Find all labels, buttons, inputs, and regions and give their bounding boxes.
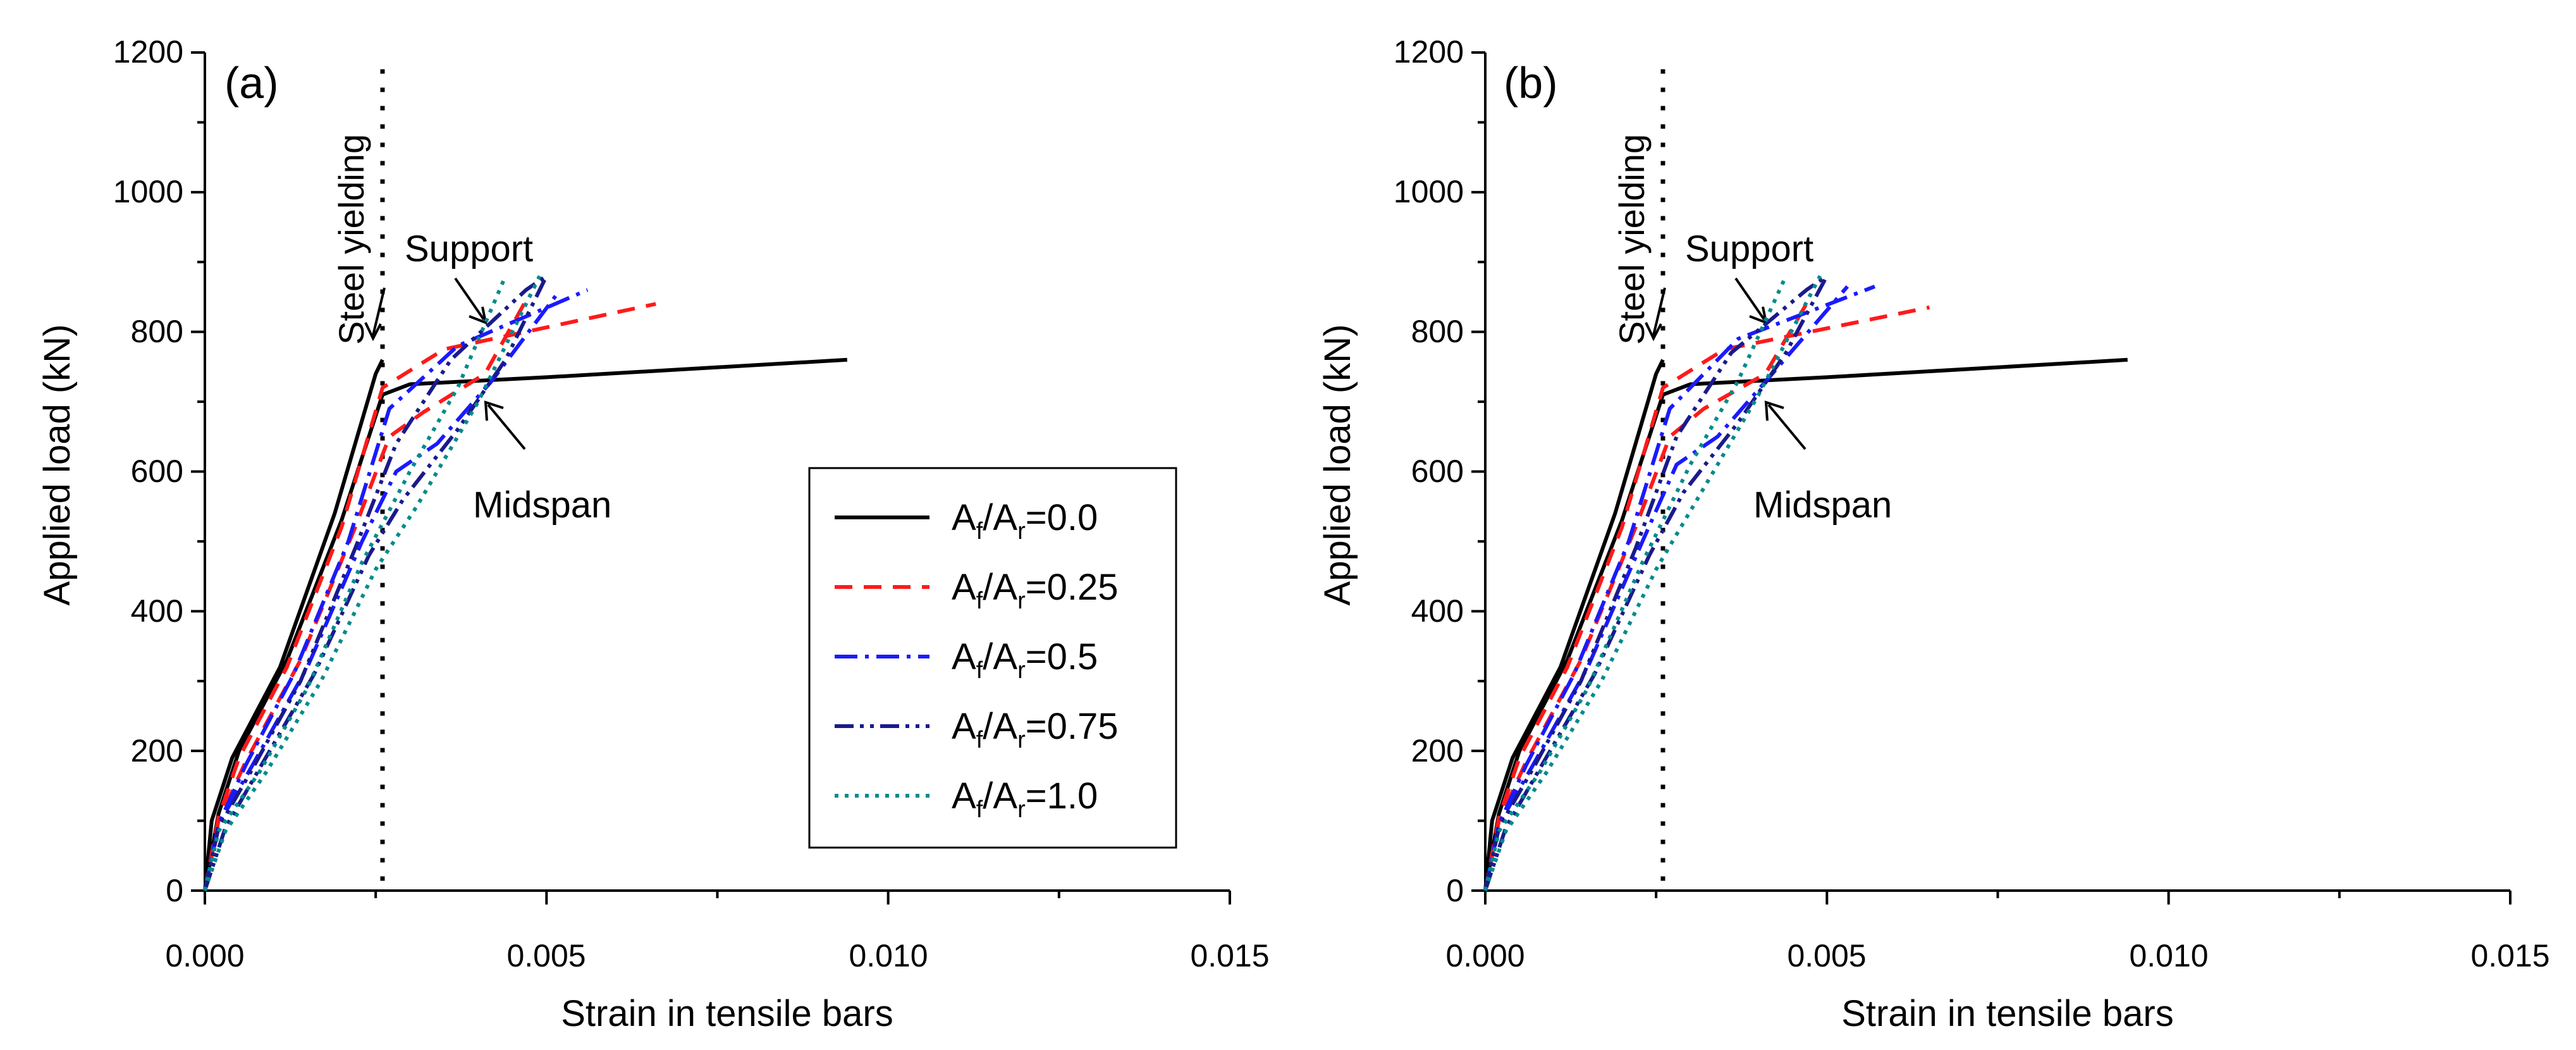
panel-label: (b): [1504, 58, 1558, 108]
legend-entry-4: Af/Ar=1.0: [952, 775, 1098, 823]
y-tick-label: 1000: [1394, 174, 1464, 209]
annotation-arrows: [1645, 277, 1806, 450]
series-4-support-line: [1483, 275, 1788, 891]
x-tick-label: 0.005: [506, 938, 586, 973]
y-tick-label: 1200: [1394, 34, 1464, 70]
x-tick-label: 0.010: [2129, 938, 2208, 973]
panel-b: (b) Strain in tensile bars Applied load …: [1317, 34, 2550, 1034]
legend-entry-3: Af/Ar=0.75: [952, 706, 1118, 753]
x-axis-label: Strain in tensile bars: [1841, 993, 2173, 1034]
midspan-arrowhead: [1764, 400, 1784, 421]
y-tick-label: 0: [1446, 873, 1464, 908]
series-2-midspan-line: [203, 288, 562, 891]
support-label: Support: [405, 228, 533, 269]
legend: Af/Ar=0.0 Af/Ar=0.25 Af/Ar=0.5 Af/Ar=0.7…: [808, 467, 1177, 849]
series-0-midspan-line: [203, 357, 847, 891]
support-arrow: [454, 277, 485, 321]
series-1-support-line: [1483, 306, 1930, 891]
series-0-support-line: [1483, 359, 1665, 891]
plot-area-b: [1471, 51, 2512, 905]
plot-area-a: [191, 51, 1231, 905]
midspan-arrowhead: [484, 400, 504, 421]
series-3-support-line: [1483, 274, 1828, 891]
series-1-support-line: [203, 302, 656, 891]
series-4-midspan-line: [1483, 275, 1822, 891]
support-arrow: [1734, 277, 1765, 321]
y-tick-label: 200: [131, 733, 183, 769]
midspan-arrow: [1767, 404, 1806, 450]
x-tick-label: 0.010: [849, 938, 928, 973]
support-arrowhead: [469, 306, 488, 325]
yield-arrowhead: [1645, 322, 1662, 342]
y-tick-label: 800: [131, 314, 183, 349]
panel-a: (a) Strain in tensile bars Applied load …: [37, 34, 1270, 1034]
series-3-midspan-line: [1483, 275, 1829, 891]
y-tick-label: 200: [1411, 733, 1464, 769]
series-4-support-line: [203, 275, 508, 891]
steel-yielding-label: Steel yielding: [1612, 134, 1652, 345]
legend-entry-2: Af/Ar=0.5: [952, 636, 1098, 684]
series-2-support-line: [203, 288, 589, 891]
y-tick-label: 400: [1411, 593, 1464, 629]
y-tick-label: 600: [131, 454, 183, 489]
legend-entry-1: Af/Ar=0.25: [952, 567, 1118, 614]
support-label: Support: [1685, 228, 1813, 269]
y-axis-label: Applied load (kN): [37, 324, 78, 606]
annotation-arrows: [364, 277, 526, 450]
midspan-label: Midspan: [1753, 485, 1892, 526]
y-tick-label: 600: [1411, 454, 1464, 489]
y-axis-label: Applied load (kN): [1317, 324, 1358, 606]
y-tick-label: 1000: [113, 174, 183, 209]
x-tick-label: 0.015: [1190, 938, 1269, 973]
x-tick-label: 0.000: [165, 938, 244, 973]
series-0-midspan-line: [1483, 357, 2128, 891]
series-2-support-line: [1483, 285, 1876, 891]
x-axis-label: Strain in tensile bars: [561, 993, 893, 1034]
series-0-support-line: [203, 359, 384, 891]
legend-box: [808, 467, 1177, 849]
series-3-support-line: [203, 274, 548, 891]
series-1-midspan-line: [203, 299, 528, 891]
midspan-arrow: [487, 404, 526, 450]
panel-label: (a): [224, 58, 279, 108]
midspan-label: Midspan: [473, 485, 611, 526]
yield-arrow: [1652, 287, 1666, 336]
legend-entry-0: Af/Ar=0.0: [952, 497, 1098, 545]
x-tick-label: 0.005: [1787, 938, 1866, 973]
series-2-midspan-line: [1483, 285, 1849, 891]
x-tick-label: 0.000: [1445, 938, 1524, 973]
y-tick-label: 800: [1411, 314, 1464, 349]
yield-arrowhead: [364, 322, 382, 342]
yield-arrow: [372, 287, 386, 336]
steel-yielding-label: Steel yielding: [331, 134, 371, 345]
series-3-midspan-line: [203, 275, 548, 891]
y-tick-label: 1200: [113, 34, 183, 70]
x-tick-label: 0.015: [2470, 938, 2549, 973]
y-tick-label: 400: [131, 593, 183, 629]
y-tick-label: 0: [166, 873, 183, 908]
